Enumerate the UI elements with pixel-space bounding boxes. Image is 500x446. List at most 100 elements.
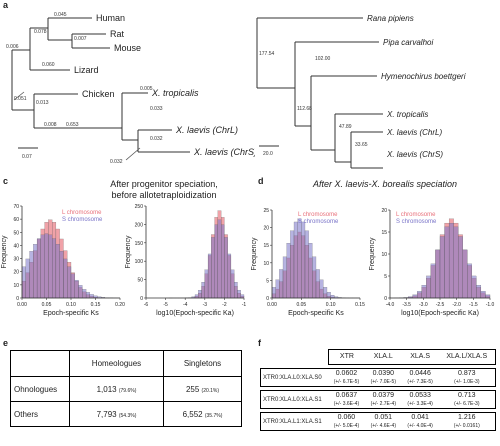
- scale-label: 20.0: [263, 151, 273, 157]
- bar-S: [59, 251, 64, 299]
- y-tick-label: 0: [140, 296, 143, 302]
- branch-label: 0.060: [42, 62, 55, 68]
- bar-S: [308, 243, 313, 299]
- x-tick-label: 0.00: [267, 302, 277, 308]
- branch-label: 0.006: [6, 44, 19, 50]
- bar-S: [36, 238, 41, 299]
- branch-label: 0.007: [74, 36, 87, 42]
- bar-S: [426, 275, 432, 299]
- taxon-label: Pipa carvalhoi: [383, 38, 433, 47]
- table-header-empty: [10, 350, 70, 377]
- table-cell: 0.060 (+/- 5.0E-4): [328, 412, 365, 431]
- x-tick-label: -2: [222, 302, 227, 308]
- y-tick-label: 70: [13, 204, 19, 210]
- y-tick-label: 20: [13, 270, 19, 276]
- table-cell: 0.0533 (+/- 3.3E-4): [401, 390, 439, 409]
- y-tick-label: 150: [135, 241, 144, 247]
- bar-S: [204, 269, 209, 299]
- x-tick-label: -4.0: [386, 302, 395, 308]
- bar-S: [417, 291, 422, 299]
- tree-a: 0.045 0.078 0.007 0.060 0.006 0.051 0.00…: [6, 12, 255, 165]
- branch-label: 0.653: [66, 122, 79, 128]
- table-row-label: Ohnologues: [10, 376, 70, 402]
- bar-S: [476, 285, 482, 299]
- bar-S: [52, 238, 57, 299]
- table-header: XTR: [328, 349, 365, 365]
- bar-S: [312, 256, 317, 299]
- table-cell: 0.0602 (+/- 6.7E-5): [328, 368, 365, 387]
- x-axis-label: log10(Epoch-specific Ka): [156, 310, 234, 317]
- table-cell: 1.216 (+/- 0.0161): [438, 412, 496, 431]
- table-cell: 0.0637 (+/- 3.6E-4): [328, 390, 365, 409]
- bar-S: [89, 294, 94, 299]
- x-tick-label: -2.0: [452, 302, 461, 308]
- table-cell: 0.713 (+/- 6.7E-3): [438, 390, 496, 409]
- taxon-label: X. laevis (ChrL): [386, 128, 442, 137]
- bar-S: [297, 218, 302, 299]
- bar-S: [70, 273, 75, 299]
- x-tick-label: 0.10: [326, 302, 336, 308]
- x-tick-label: 0.05: [42, 302, 52, 308]
- x-tick-label: 0.00: [17, 302, 27, 308]
- table-row-label: XTR0:XLA.L0:XLA.S0: [260, 368, 328, 387]
- x-tick-label: -3: [203, 302, 208, 308]
- x-tick-label: -5: [163, 302, 168, 308]
- table-row-label: XTR0:XLA.L0:XLA.S1: [260, 390, 328, 409]
- bar-S: [458, 236, 463, 299]
- table-f: XTR XLA.L XLA.S XLA.L/XLA.S XTR0:XLA.L0:…: [260, 346, 496, 434]
- x-tick-label: -3.0: [419, 302, 428, 308]
- bar-S: [286, 243, 291, 299]
- bar-S: [485, 294, 491, 299]
- x-axis-label: Epoch-specific Ks: [43, 310, 99, 317]
- bar-S: [240, 294, 245, 299]
- table-cell: 7,793 (54.3%): [69, 401, 164, 427]
- x-tick-label: 0.05: [296, 302, 306, 308]
- bar-S: [194, 294, 199, 299]
- x-tick-label: -6: [144, 302, 149, 308]
- bar-S: [304, 230, 309, 299]
- table-cell: 255 (20.1%): [162, 376, 243, 402]
- y-axis-label: Frequency: [125, 235, 132, 269]
- x-tick-label: 0.10: [66, 302, 76, 308]
- panel-label-d: d: [258, 176, 264, 186]
- x-tick-label: -4: [183, 302, 188, 308]
- y-tick-label: 10: [263, 261, 269, 267]
- taxon-label: Lizard: [74, 65, 99, 75]
- taxon-label: Mouse: [114, 43, 141, 53]
- panel-d-histograms: 0 5 10 15 20 25 0.00 0.05 0.10 0.15 Epoch-specific…: [251, 208, 495, 317]
- branch-label: 0.078: [34, 29, 47, 35]
- bar-S: [67, 266, 72, 299]
- bar-S: [290, 230, 295, 299]
- bar-S: [467, 263, 472, 299]
- x-tick-label: 0.15: [355, 302, 365, 308]
- x-tick-label: -1.0: [486, 302, 495, 308]
- bar-S: [201, 282, 205, 299]
- panel-d-title: After X. laevis-X. borealis speciation: [312, 179, 458, 189]
- branch-label: 112.68: [297, 106, 312, 112]
- bar-S: [439, 236, 445, 299]
- bar-S: [448, 223, 454, 299]
- taxon-label: Human: [96, 13, 125, 23]
- branch-label: 47.89: [339, 124, 352, 130]
- tree-b-clean: Rana pipiens Pipa carvalhoi Hymenochirus…: [255, 0, 500, 170]
- branch-label: 0.032: [150, 136, 163, 142]
- bar-S: [48, 234, 53, 299]
- x-tick-label: 0.15: [91, 302, 101, 308]
- table-cell: 0.0446 (+/- 7.3E-5): [401, 368, 439, 387]
- bar-S: [326, 292, 331, 299]
- branch-label: 33.65: [355, 142, 368, 148]
- bar-S: [412, 294, 418, 299]
- branch-label: 177.54: [259, 51, 275, 57]
- x-axis-label: Epoch-specific Ks: [288, 310, 344, 317]
- x-tick-label: -2.5: [436, 302, 445, 308]
- branch-label: 0.033: [150, 106, 163, 112]
- legend-S: S chromosome: [62, 217, 103, 223]
- bar-S: [230, 269, 235, 299]
- panel-c-title-1: After progenitor speciation,: [110, 179, 218, 189]
- x-tick-label: -1.5: [469, 302, 478, 308]
- branch-label: 102.00: [315, 56, 331, 62]
- y-tick-label: 40: [13, 243, 19, 249]
- x-tick-label: -3.5: [402, 302, 411, 308]
- legend-L: L chromosome: [298, 212, 338, 218]
- bar-S: [217, 219, 222, 299]
